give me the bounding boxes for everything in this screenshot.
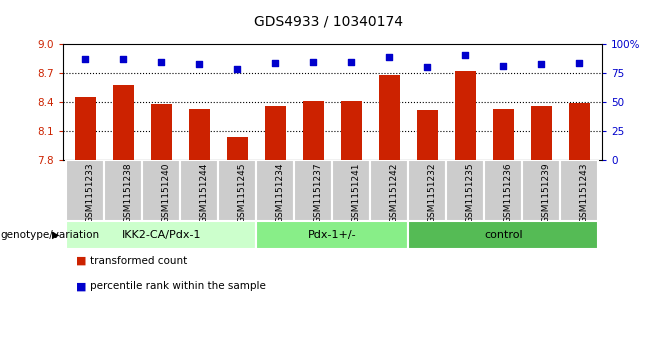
Point [536,62,547,68]
Text: GSM1151235: GSM1151235 [465,163,474,224]
Bar [569,103,590,363]
Bar [180,160,218,221]
Point [574,60,584,66]
Bar [142,160,180,221]
Point [384,54,395,60]
Bar [257,221,408,249]
Text: GSM1151241: GSM1151241 [351,163,361,223]
Text: GSM1151245: GSM1151245 [238,163,246,223]
Text: GSM1151234: GSM1151234 [275,163,284,223]
Bar [113,85,134,363]
Text: GSM1151236: GSM1151236 [503,163,513,224]
Bar [522,160,560,221]
Bar [257,160,294,221]
Text: Pdx-1+/-: Pdx-1+/- [308,230,357,240]
Text: control: control [484,230,522,240]
Text: GSM1151240: GSM1151240 [161,163,170,223]
Text: percentile rank within the sample: percentile rank within the sample [90,281,266,291]
Point [232,66,243,72]
Text: GSM1151232: GSM1151232 [427,163,436,223]
Point [498,63,509,69]
Bar [294,160,332,221]
Bar [446,160,484,221]
Bar [493,109,514,363]
Text: GSM1151238: GSM1151238 [123,163,132,224]
Bar [379,74,400,363]
Bar [408,221,598,249]
Text: GSM1151237: GSM1151237 [313,163,322,224]
Point [118,56,128,62]
Bar [455,71,476,363]
Text: genotype/variation: genotype/variation [1,230,100,240]
Bar [341,101,362,363]
Point [460,52,470,58]
Bar [189,109,210,363]
Bar [560,160,598,221]
Point [156,59,166,65]
Text: transformed count: transformed count [90,256,188,266]
Bar [303,101,324,363]
Point [270,60,280,66]
Bar [151,103,172,363]
Bar [265,106,286,363]
Bar [332,160,370,221]
Text: GSM1151239: GSM1151239 [542,163,550,224]
Bar [105,160,142,221]
Text: GSM1151244: GSM1151244 [199,163,209,223]
Bar [66,221,257,249]
Text: GSM1151233: GSM1151233 [86,163,94,224]
Text: ■: ■ [76,256,86,266]
Bar [75,97,96,363]
Text: GDS4933 / 10340174: GDS4933 / 10340174 [255,15,403,29]
Point [422,64,432,70]
Bar [66,160,105,221]
Text: GSM1151242: GSM1151242 [390,163,398,223]
Text: IKK2-CA/Pdx-1: IKK2-CA/Pdx-1 [122,230,201,240]
Bar [370,160,408,221]
Text: ▶: ▶ [52,230,59,240]
Bar [218,160,257,221]
Text: ■: ■ [76,281,86,291]
Bar [484,160,522,221]
Point [80,56,91,62]
Bar [408,160,446,221]
Point [194,62,205,68]
Text: GSM1151243: GSM1151243 [579,163,588,223]
Bar [227,138,248,363]
Bar [531,106,551,363]
Point [308,59,318,65]
Bar [417,110,438,363]
Point [346,59,357,65]
